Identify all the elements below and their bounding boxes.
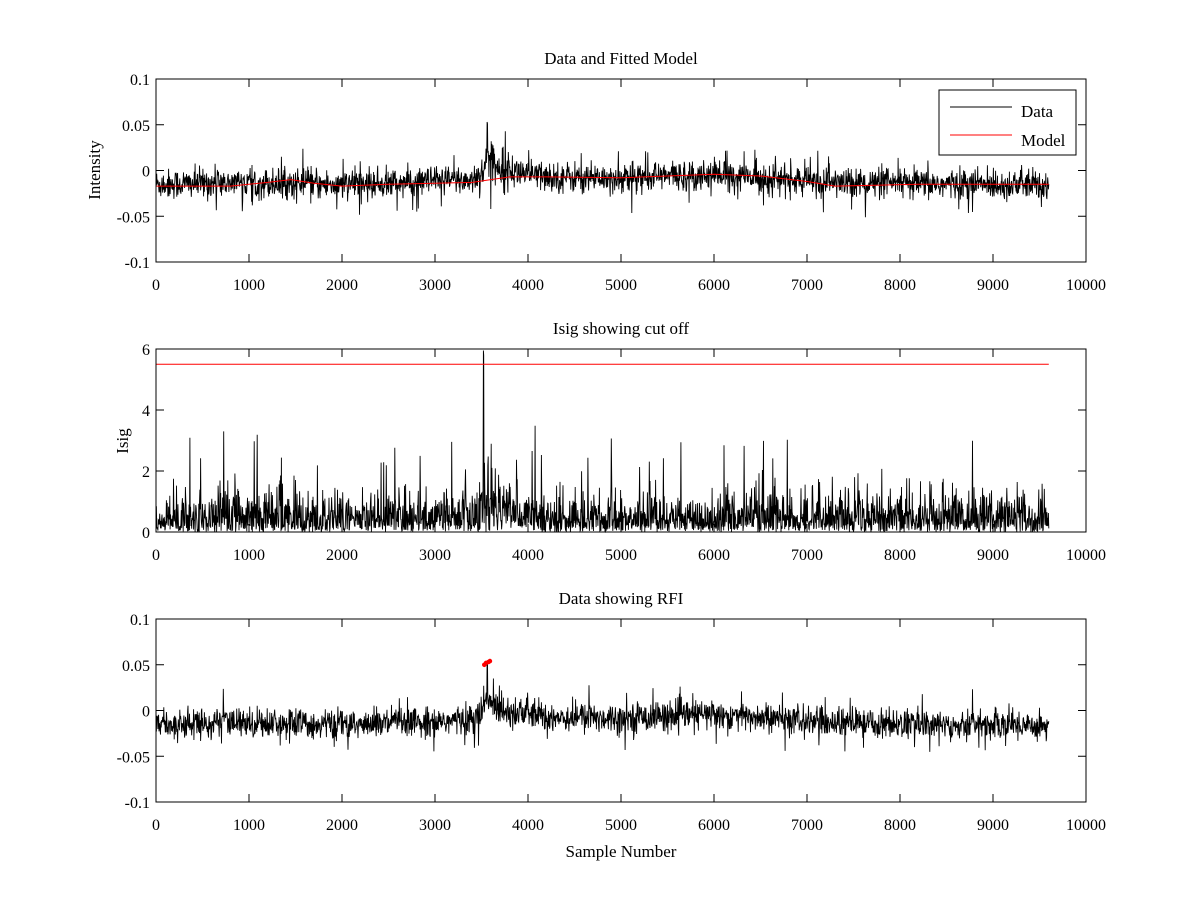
x-tick-label: 2000 (326, 277, 358, 294)
series-0-trace (156, 122, 1049, 217)
y-tick-label: 0.1 (130, 612, 150, 629)
x-tick-label: 3000 (419, 547, 451, 564)
x-tick-label: 1000 (233, 547, 265, 564)
panel-3-title: Data showing RFI (559, 589, 684, 608)
x-tick-label: 8000 (884, 817, 916, 834)
x-tick-label: 3000 (419, 817, 451, 834)
y-tick-label: -0.1 (125, 255, 150, 272)
panel-3-plot-area: 0 1000 2000 3000 4000 5000 6000 7000 8000 9000 100… (117, 612, 1106, 834)
panel-1-title: Data and Fitted Model (544, 49, 698, 68)
panel-data-and-fitted-model: Data and Fitted Model Intensity 0 1000 200… (85, 49, 1106, 294)
panel-2-title: Isig showing cut off (553, 319, 689, 338)
panel-2-ylabel: Isig (113, 428, 132, 454)
y-tick-label: 4 (142, 403, 150, 420)
x-tick-label: 10000 (1066, 277, 1106, 294)
y-tick-label: 6 (142, 342, 150, 359)
y-tick-label: 0.05 (122, 118, 150, 135)
x-tick-label: 9000 (977, 277, 1009, 294)
x-tick-label: 4000 (512, 547, 544, 564)
x-tick-label: 2000 (326, 817, 358, 834)
x-tick-label: 0 (152, 547, 160, 564)
panel-1-ylabel: Intensity (85, 140, 104, 200)
x-tick-label: 10000 (1066, 817, 1106, 834)
series-0-trace (156, 351, 1049, 533)
x-tick-label: 8000 (884, 547, 916, 564)
x-tick-label: 6000 (698, 277, 730, 294)
panel-data-showing-rfi: Data showing RFI Sample Number 0 1000 2000… (117, 589, 1106, 861)
rfi-marker (488, 659, 492, 663)
y-tick-label: 0 (142, 704, 150, 721)
x-tick-label: 0 (152, 817, 160, 834)
series-0-trace (156, 662, 1049, 752)
panel-isig-showing-cut-off: Isig showing cut off Isig 0 1000 2000 3000 4… (113, 319, 1106, 564)
y-tick-label: 0 (142, 525, 150, 542)
x-tick-label: 7000 (791, 547, 823, 564)
x-tick-label: 6000 (698, 547, 730, 564)
x-tick-label: 5000 (605, 277, 637, 294)
x-tick-label: 7000 (791, 277, 823, 294)
y-tick-label: -0.05 (117, 749, 150, 766)
x-tick-label: 9000 (977, 817, 1009, 834)
x-tick-label: 0 (152, 277, 160, 294)
panel-2-plot-area: 0 1000 2000 3000 4000 5000 6000 7000 8000 9000 100… (142, 342, 1106, 564)
panel-3-xlabel: Sample Number (566, 842, 677, 861)
y-tick-label: 2 (142, 464, 150, 481)
x-tick-label: 8000 (884, 277, 916, 294)
y-tick-label: -0.1 (125, 795, 150, 812)
x-tick-label: 7000 (791, 817, 823, 834)
x-tick-label: 4000 (512, 277, 544, 294)
figure: Data and Fitted Model Intensity 0 1000 200… (0, 0, 1200, 900)
x-tick-label: 4000 (512, 817, 544, 834)
y-tick-label: 0.05 (122, 658, 150, 675)
x-tick-label: 9000 (977, 547, 1009, 564)
x-tick-label: 10000 (1066, 547, 1106, 564)
y-tick-label: -0.05 (117, 209, 150, 226)
x-tick-label: 1000 (233, 817, 265, 834)
legend: Data Model (939, 90, 1076, 155)
legend-model-label: Model (1021, 131, 1066, 150)
x-tick-label: 5000 (605, 817, 637, 834)
y-tick-label: 0.1 (130, 72, 150, 89)
x-tick-label: 3000 (419, 277, 451, 294)
x-tick-label: 6000 (698, 817, 730, 834)
legend-data-label: Data (1021, 102, 1054, 121)
x-tick-label: 5000 (605, 547, 637, 564)
x-tick-label: 2000 (326, 547, 358, 564)
y-tick-label: 0 (142, 164, 150, 181)
x-tick-label: 1000 (233, 277, 265, 294)
